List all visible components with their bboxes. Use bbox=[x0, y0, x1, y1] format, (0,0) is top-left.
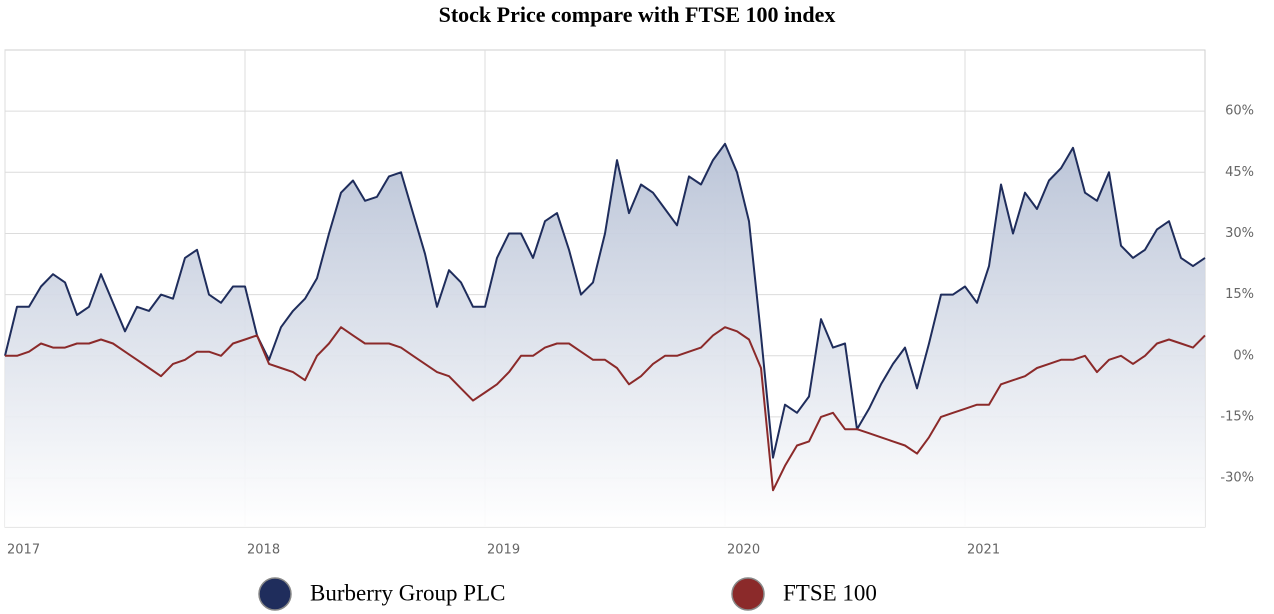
line bbox=[5, 326, 1206, 492]
x-tick-label: 2021 bbox=[967, 543, 1000, 558]
legend-marker bbox=[731, 577, 765, 611]
y-tick-label: -30% bbox=[1220, 471, 1254, 486]
x-tick-label: 2020 bbox=[727, 543, 760, 558]
x-tick-label: 2019 bbox=[487, 543, 520, 558]
legend-marker bbox=[258, 577, 292, 611]
legend-label: Burberry Group PLC bbox=[310, 580, 505, 605]
y-tick-label: 30% bbox=[1225, 226, 1254, 241]
x-tick-label: 2017 bbox=[7, 543, 40, 558]
y-tick-label: 15% bbox=[1225, 287, 1254, 302]
x-tick-label: 2018 bbox=[247, 543, 280, 558]
y-tick-label: 60% bbox=[1225, 104, 1254, 119]
legend-label: FTSE 100 bbox=[783, 580, 877, 605]
area bbox=[5, 143, 1205, 528]
y-tick-label: 45% bbox=[1225, 165, 1254, 180]
y-tick-label: 0% bbox=[1233, 348, 1254, 363]
chart-title: Stock Price compare with FTSE 100 index bbox=[439, 2, 836, 27]
line bbox=[4, 142, 1206, 459]
y-tick-label: -15% bbox=[1220, 409, 1254, 424]
